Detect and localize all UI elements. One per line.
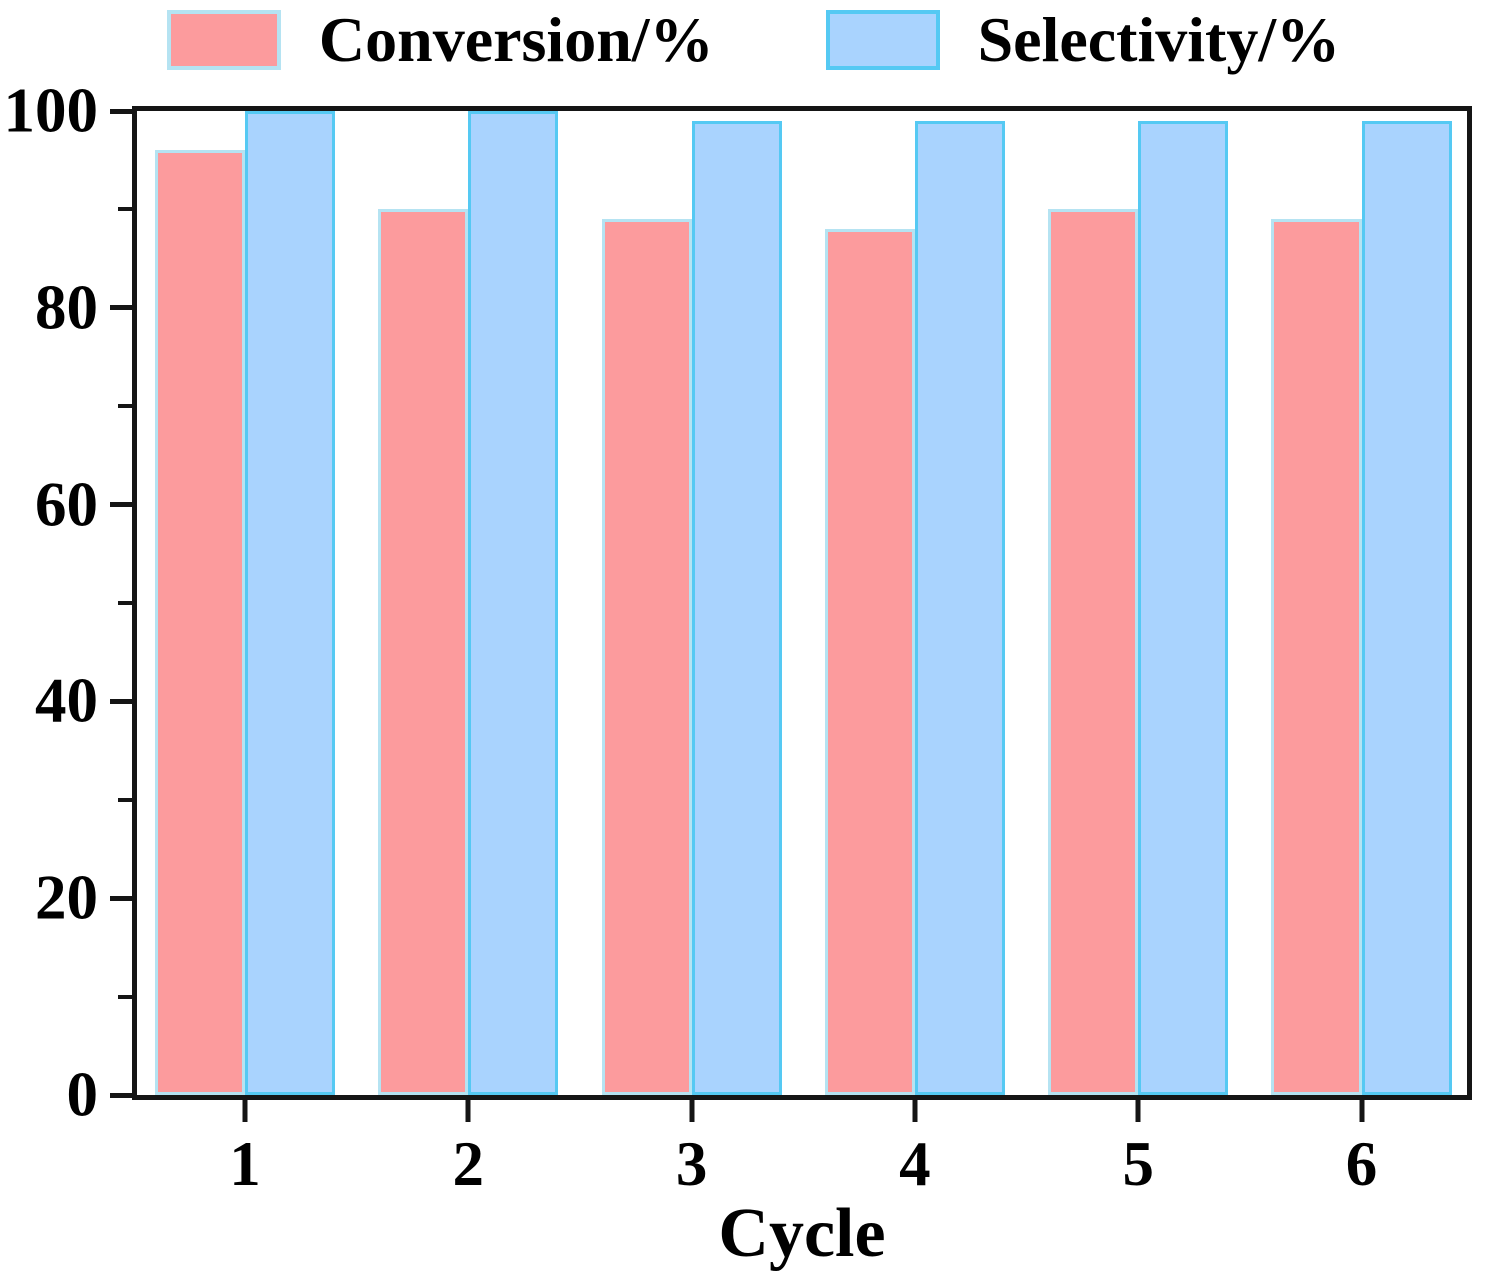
bar-selectivity-cycle-3 — [691, 120, 782, 1095]
y-tick-label-40: 40 — [35, 665, 98, 736]
bar-conversion-cycle-4 — [824, 229, 915, 1095]
legend-item-selectivity: Selectivity/% — [825, 4, 1341, 75]
x-tick-4 — [912, 1100, 918, 1122]
x-tick-2 — [465, 1100, 471, 1122]
x-tick-1 — [242, 1100, 248, 1122]
y-tick-label-20: 20 — [35, 862, 98, 933]
x-tick-label-1: 1 — [229, 1129, 261, 1199]
legend: Conversion/% Selectivity/% — [0, 8, 1507, 72]
y-major-tick-0 — [110, 1092, 132, 1098]
x-tick-label-3: 3 — [675, 1129, 708, 1199]
y-tick-label-80: 80 — [35, 272, 98, 343]
x-tick-label-4: 4 — [899, 1129, 931, 1199]
y-major-tick-80 — [110, 305, 132, 311]
legend-swatch-conversion — [166, 10, 281, 70]
bar-selectivity-cycle-5 — [1138, 120, 1229, 1095]
x-tick-label-6: 6 — [1345, 1129, 1378, 1199]
y-minor-tick-30 — [118, 797, 132, 802]
bar-selectivity-cycle-4 — [914, 120, 1005, 1095]
legend-label: Selectivity/% — [977, 4, 1341, 75]
x-tick-label-2: 2 — [452, 1129, 485, 1199]
bar-selectivity-cycle-2 — [468, 111, 559, 1095]
y-minor-tick-90 — [118, 207, 132, 212]
bar-selectivity-cycle-6 — [1361, 120, 1452, 1095]
y-tick-label-60: 60 — [35, 469, 98, 540]
legend-label: Conversion/% — [318, 4, 714, 75]
bar-conversion-cycle-1 — [154, 150, 245, 1095]
x-tick-label-5: 5 — [1122, 1129, 1154, 1199]
bar-selectivity-cycle-1 — [244, 111, 336, 1095]
bar-conversion-cycle-5 — [1048, 209, 1139, 1095]
y-tick-label-0: 0 — [66, 1059, 99, 1130]
y-major-tick-40 — [110, 698, 132, 704]
bar-conversion-cycle-3 — [601, 219, 692, 1095]
y-major-tick-20 — [110, 895, 132, 901]
y-minor-tick-50 — [118, 601, 132, 605]
y-minor-tick-10 — [118, 994, 132, 999]
bar-conversion-cycle-2 — [378, 209, 469, 1095]
x-axis-title: Cycle — [718, 1195, 886, 1272]
y-tick-label-100: 100 — [3, 75, 99, 146]
y-major-tick-100 — [110, 108, 132, 114]
y-minor-tick-70 — [118, 404, 132, 409]
legend-item-conversion: Conversion/% — [166, 4, 714, 75]
x-tick-6 — [1359, 1100, 1365, 1122]
y-major-tick-60 — [110, 502, 132, 508]
x-tick-5 — [1135, 1100, 1141, 1122]
bar-conversion-cycle-6 — [1271, 219, 1362, 1095]
x-tick-3 — [689, 1100, 695, 1122]
legend-swatch-selectivity — [825, 10, 940, 70]
